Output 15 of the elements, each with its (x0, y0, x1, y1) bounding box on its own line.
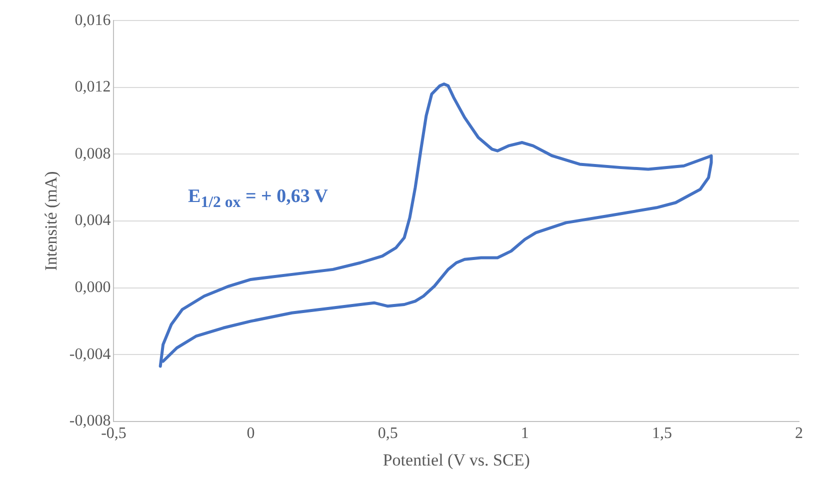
y-tick-label: 0,000 (74, 279, 111, 296)
y-tick-label: 0,008 (74, 145, 111, 162)
y-tick-label: 0,012 (74, 78, 111, 96)
y-tick-label: -0,004 (69, 346, 111, 363)
x-tick-label: 0 (246, 425, 255, 442)
x-tick-label: 2 (795, 425, 803, 442)
x-tick-label: 0,5 (378, 425, 398, 442)
x-tick-label: 1 (520, 425, 529, 442)
y-tick-label: 0,004 (74, 212, 111, 230)
x-tick-label: -0,5 (101, 425, 126, 442)
y-axis-title: Intensité (mA) (42, 171, 61, 271)
y-tick-label: 0,016 (74, 12, 111, 29)
annotation: E$_{1/2 ox}$ = + 0,63 V (188, 186, 328, 212)
x-tick-label: 1,5 (652, 425, 672, 442)
x-axis-title: Potentiel (V vs. SCE) (382, 450, 530, 470)
